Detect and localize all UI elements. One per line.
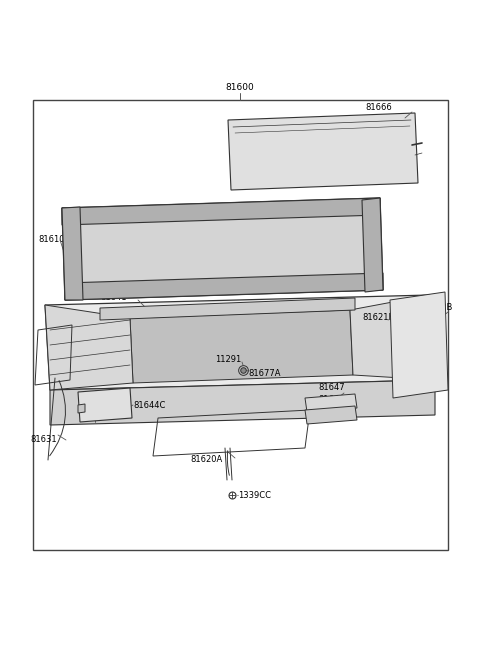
- Polygon shape: [228, 113, 418, 190]
- Text: 81622B: 81622B: [420, 303, 452, 312]
- Text: 81641: 81641: [100, 293, 127, 303]
- Text: 81620A: 81620A: [190, 455, 222, 464]
- Text: 81623: 81623: [392, 350, 419, 360]
- Polygon shape: [62, 198, 383, 300]
- Polygon shape: [62, 198, 380, 225]
- Polygon shape: [62, 207, 83, 300]
- Text: 1339CC: 1339CC: [238, 491, 271, 500]
- Text: 81600: 81600: [226, 83, 254, 92]
- Text: 81677A: 81677A: [248, 369, 280, 377]
- Text: 81666: 81666: [365, 103, 392, 113]
- Text: 81644C: 81644C: [133, 400, 166, 409]
- Polygon shape: [305, 406, 357, 424]
- Text: 81647: 81647: [318, 383, 345, 392]
- Polygon shape: [362, 198, 383, 292]
- Polygon shape: [78, 388, 132, 422]
- Polygon shape: [350, 295, 435, 380]
- Polygon shape: [78, 404, 85, 413]
- Polygon shape: [50, 380, 435, 425]
- Polygon shape: [45, 305, 133, 390]
- Polygon shape: [390, 292, 448, 398]
- Text: 11291: 11291: [215, 356, 241, 364]
- Polygon shape: [130, 310, 353, 383]
- Text: 81631: 81631: [30, 436, 57, 445]
- Text: 81610: 81610: [38, 236, 64, 244]
- Polygon shape: [65, 273, 383, 300]
- Polygon shape: [305, 394, 357, 412]
- Text: 81613: 81613: [78, 236, 105, 244]
- Text: 81621B: 81621B: [362, 314, 395, 322]
- Bar: [33, 100, 448, 550]
- Polygon shape: [100, 298, 355, 320]
- Text: 81648: 81648: [318, 396, 345, 405]
- Polygon shape: [45, 295, 435, 390]
